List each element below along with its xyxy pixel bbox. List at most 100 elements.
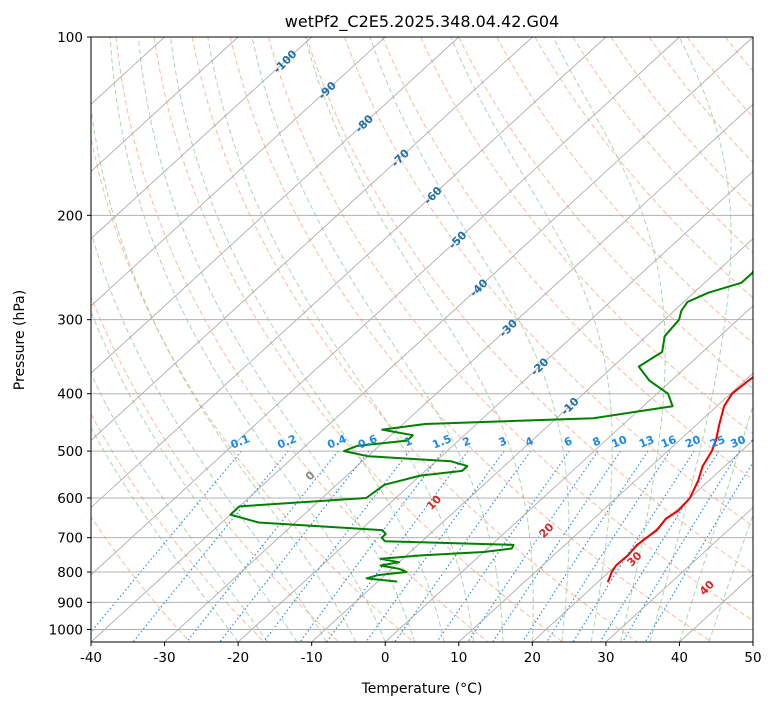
moist-adiabat bbox=[91, 231, 327, 642]
mixing-ratio-line bbox=[132, 450, 289, 642]
isotherm-line bbox=[164, 103, 753, 642]
isotherm-line bbox=[384, 305, 753, 642]
x-tick-label: 50 bbox=[744, 650, 761, 666]
mixing-ratio-line bbox=[91, 450, 242, 633]
mixing-ratio-label: 2 bbox=[461, 434, 473, 449]
mixing-ratio-label: 25 bbox=[708, 433, 727, 451]
x-axis-ticks: -40 -30 -20 -10 0 10 20 30 40 50 bbox=[80, 642, 762, 666]
x-tick-label: -40 bbox=[80, 650, 102, 666]
y-tick-label: 700 bbox=[57, 531, 83, 547]
dry-adiabat bbox=[91, 412, 265, 642]
isotherm-line bbox=[311, 238, 753, 642]
x-tick-label: -20 bbox=[227, 650, 249, 666]
dry-adiabat bbox=[496, 37, 753, 344]
isotherm-line bbox=[91, 37, 312, 240]
mixing-ratio-label: 8 bbox=[591, 434, 603, 449]
moist-adiabat bbox=[369, 37, 570, 642]
moist-adiabat bbox=[304, 37, 534, 642]
isotherm-line bbox=[91, 37, 607, 509]
mixing-ratio-label: 1 bbox=[402, 434, 414, 449]
y-tick-label: 300 bbox=[57, 313, 83, 329]
y-tick-label: 200 bbox=[57, 208, 83, 224]
moist-adiabat bbox=[137, 37, 416, 642]
isotherm-line bbox=[91, 37, 460, 374]
mixing-ratio-lines bbox=[91, 450, 753, 642]
dry-adiabat bbox=[191, 37, 638, 642]
y-tick-label: 1000 bbox=[49, 622, 83, 638]
moist-adiabat bbox=[552, 37, 666, 642]
moist-adiabat bbox=[678, 404, 753, 642]
moist-adiabat bbox=[708, 513, 753, 642]
dry-adiabat bbox=[344, 37, 753, 527]
mixing-ratio-line bbox=[219, 450, 370, 642]
dry-adiabat bbox=[305, 37, 753, 574]
moist-adiabat bbox=[91, 104, 357, 642]
dry-adiabat bbox=[458, 37, 753, 389]
moist-adiabat bbox=[91, 310, 298, 642]
x-tick-label: 0 bbox=[381, 650, 390, 666]
y-axis-ticks: 100 200 300 400 500 600 700 800 900 1000 bbox=[49, 30, 91, 638]
plot-area bbox=[91, 37, 753, 642]
mixing-ratio-label: 30 bbox=[729, 433, 748, 451]
isotherm-line bbox=[91, 37, 239, 173]
mixing-ratio-label: 20 bbox=[683, 433, 702, 451]
dry-adiabat bbox=[229, 37, 713, 642]
x-axis-label: Temperature (°C) bbox=[361, 681, 483, 697]
dry-adiabats bbox=[91, 37, 753, 642]
mixing-ratio-line bbox=[622, 450, 740, 642]
isotherm-line bbox=[237, 170, 753, 642]
y-tick-label: 400 bbox=[57, 387, 83, 403]
y-tick-label: 600 bbox=[57, 491, 83, 507]
mixing-ratio-line bbox=[365, 450, 505, 642]
temperature-profile-line bbox=[607, 376, 753, 583]
dry-adiabat bbox=[267, 37, 753, 622]
y-tick-label: 900 bbox=[57, 595, 83, 611]
moist-adiabats bbox=[91, 37, 753, 642]
y-axis-label: Pressure (hPa) bbox=[12, 290, 28, 390]
x-tick-label: -30 bbox=[154, 650, 176, 666]
dewpoint-profile-line bbox=[229, 268, 753, 583]
isotherm-line bbox=[458, 372, 753, 642]
mixing-ratio-label: 16 bbox=[659, 433, 678, 451]
pressure-gridlines bbox=[91, 37, 753, 630]
mixing-ratio-label: 3 bbox=[497, 434, 509, 449]
moist-adiabat bbox=[170, 37, 445, 642]
mixing-ratio-line bbox=[644, 461, 753, 642]
dry-adiabat bbox=[648, 37, 753, 164]
dry-adiabat bbox=[382, 37, 753, 481]
mixing-ratio-line bbox=[263, 450, 410, 642]
moist-adiabat bbox=[251, 37, 504, 642]
y-tick-label: 100 bbox=[57, 30, 83, 46]
isotherm-line bbox=[91, 37, 680, 576]
isotherm-line bbox=[91, 37, 533, 441]
dry-adiabat bbox=[91, 295, 340, 642]
x-tick-label: 30 bbox=[597, 650, 614, 666]
mixing-ratio-line bbox=[436, 450, 570, 642]
moist-adiabat bbox=[207, 37, 474, 642]
mixing-ratio-label: 10 bbox=[610, 433, 629, 451]
mixing-ratio-label: 13 bbox=[637, 433, 656, 451]
plot-frame bbox=[90, 36, 754, 643]
moist-adiabat bbox=[109, 37, 386, 642]
y-tick-label: 800 bbox=[57, 565, 83, 581]
dry-adiabat bbox=[572, 37, 753, 254]
x-tick-label: 40 bbox=[671, 650, 688, 666]
mixing-ratio-line bbox=[186, 450, 339, 642]
isotherm-line bbox=[605, 506, 753, 642]
moist-adiabat bbox=[450, 37, 613, 642]
isotherm-line bbox=[91, 37, 753, 642]
dry-adiabat bbox=[91, 135, 414, 642]
dry-adiabat bbox=[534, 37, 753, 299]
x-tick-label: 10 bbox=[450, 650, 467, 666]
mixing-ratio-label: 36 bbox=[749, 433, 768, 451]
moist-adiabat bbox=[91, 426, 239, 642]
mixing-ratio-line bbox=[572, 450, 695, 642]
y-tick-label: 500 bbox=[57, 444, 83, 460]
mixing-ratio-line bbox=[599, 450, 720, 642]
mixing-ratio-line bbox=[467, 450, 599, 642]
moist-adiabat bbox=[91, 372, 268, 642]
x-tick-label: -10 bbox=[301, 650, 323, 666]
isotherm-line bbox=[91, 37, 386, 307]
profile-series bbox=[229, 268, 753, 583]
